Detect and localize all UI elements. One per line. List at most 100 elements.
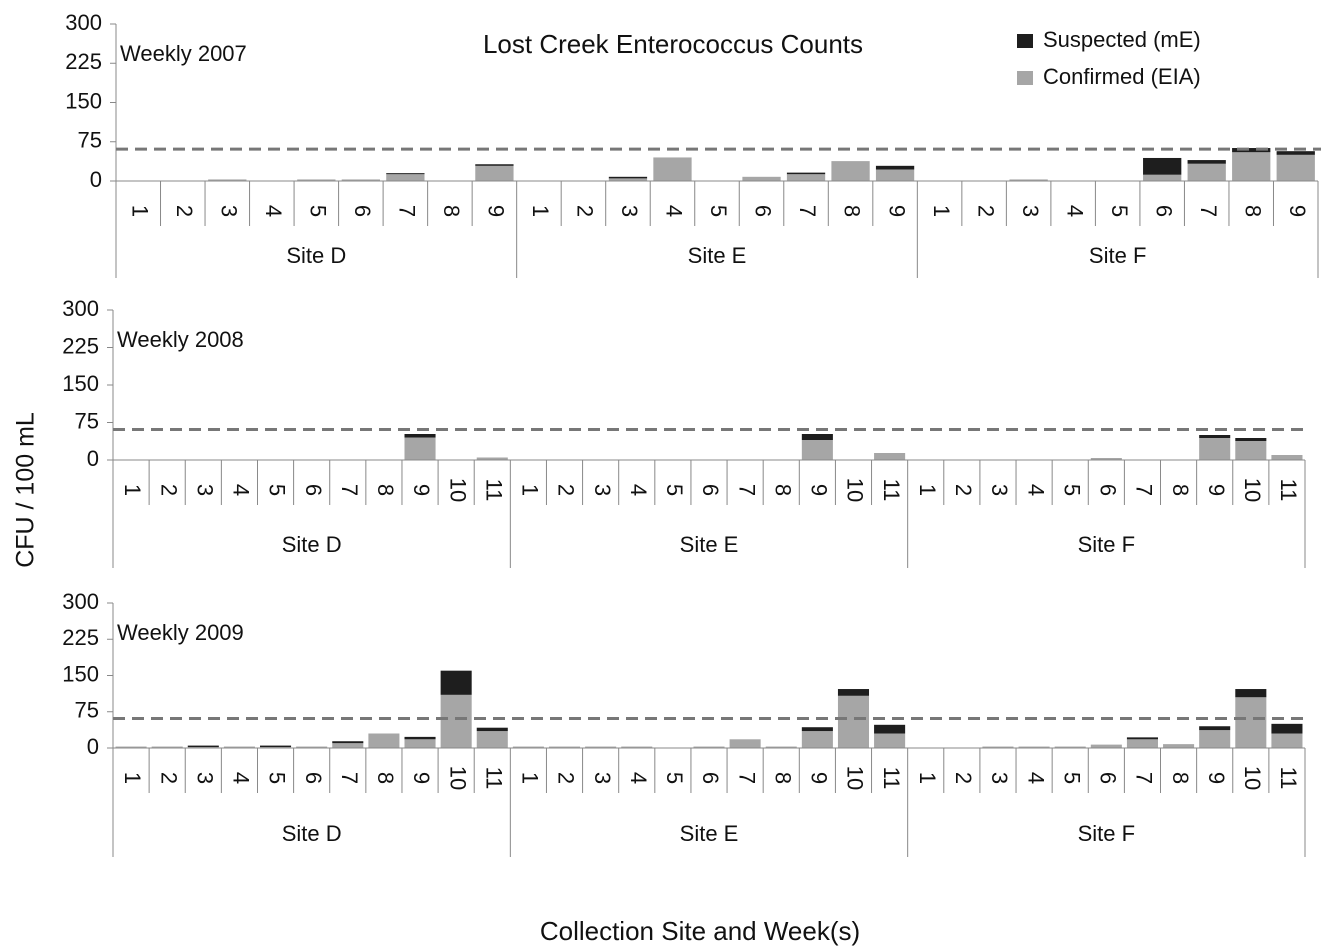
x-tick-label: 9 [409,772,434,784]
bar [831,161,870,181]
panel-subtitle: Weekly 2007 [120,41,247,66]
bar [1271,733,1303,748]
bar [742,176,781,181]
x-tick-label: 8 [373,772,398,784]
bar [801,727,833,732]
bar [801,434,833,440]
x-axis-label: Collection Site and Week(s) [540,916,860,946]
bar [1090,744,1122,748]
x-tick-label: 5 [662,772,687,784]
x-tick-label: 9 [807,772,832,784]
bar [1235,697,1267,748]
bar [332,743,364,748]
x-tick-label: 7 [734,484,759,496]
bar [440,694,472,748]
y-tick-label: 0 [87,734,99,759]
x-tick-label: 4 [1023,484,1048,496]
x-tick-label: 5 [265,772,290,784]
x-tick-label: 6 [698,484,723,496]
y-tick-label: 150 [62,371,99,396]
x-tick-label: 1 [120,772,145,784]
x-tick-label: 1 [929,205,954,217]
group-label: Site E [688,243,747,268]
x-tick-label: 5 [1059,772,1084,784]
y-tick-label: 300 [62,589,99,614]
x-tick-label: 3 [987,484,1012,496]
bar [404,739,436,748]
y-axis-label: CFU / 100 mL [12,412,40,568]
x-tick-label: 6 [751,205,776,217]
x-tick-label: 7 [1196,205,1221,217]
x-tick-label: 9 [1204,772,1229,784]
x-tick-label: 8 [439,205,464,217]
bar [608,178,648,181]
x-tick-label: 11 [481,767,506,790]
legend-label: Confirmed (EIA) [1043,64,1201,89]
group-label: Site D [282,532,342,557]
x-tick-label: 9 [884,205,909,217]
bar [151,746,183,748]
y-tick-label: 225 [65,49,102,74]
bar [1187,160,1226,164]
x-tick-label: 11 [481,479,506,502]
bar [476,731,508,748]
x-tick-label: 11 [1276,767,1301,790]
x-tick-label: 6 [301,484,326,496]
bar [653,157,692,181]
x-tick-label: 5 [706,205,731,217]
bar [1199,730,1231,748]
bar [1187,163,1226,181]
x-tick-label: 2 [951,484,976,496]
bar [404,736,436,740]
bar [1143,174,1182,181]
bar [608,176,648,179]
bar [187,745,219,748]
x-tick-label: 10 [445,478,470,502]
bar [404,434,436,438]
bar [386,174,425,181]
bar [476,457,508,460]
x-tick-label: 8 [1240,205,1265,217]
bar [837,695,870,748]
bar [1271,455,1303,460]
bar [1235,689,1267,698]
x-tick-label: 3 [590,484,615,496]
x-tick-label: 4 [1023,772,1048,784]
x-tick-label: 7 [734,772,759,784]
x-tick-label: 4 [229,772,254,784]
x-tick-label: 7 [1132,484,1157,496]
x-tick-label: 10 [843,478,868,502]
bar [1126,737,1158,740]
x-tick-label: 9 [484,205,509,217]
x-tick-label: 4 [626,484,651,496]
x-tick-label: 3 [216,205,241,217]
bar [765,746,797,748]
bar [801,440,833,460]
x-tick-label: 10 [445,766,470,790]
bar [475,165,514,181]
x-tick-label: 8 [1168,484,1193,496]
x-tick-label: 9 [1204,484,1229,496]
bar [1276,154,1315,181]
bar [693,746,725,748]
bar [368,733,400,748]
bar [440,670,472,695]
y-tick-label: 150 [65,88,102,113]
y-tick-label: 150 [62,661,99,686]
x-tick-label: 7 [1132,772,1157,784]
bar [1199,726,1231,731]
y-tick-label: 75 [78,128,102,153]
x-tick-label: 1 [518,772,543,784]
bar [786,172,826,175]
bar [874,453,906,460]
legend-label: Suspected (mE) [1043,27,1201,52]
x-tick-label: 6 [350,205,375,217]
y-tick-label: 225 [62,333,99,358]
bar [1235,441,1267,460]
x-tick-label: 4 [626,772,651,784]
bar [1143,157,1182,175]
group-label: Site E [680,821,739,846]
bar [837,689,870,696]
bar [1199,435,1231,438]
